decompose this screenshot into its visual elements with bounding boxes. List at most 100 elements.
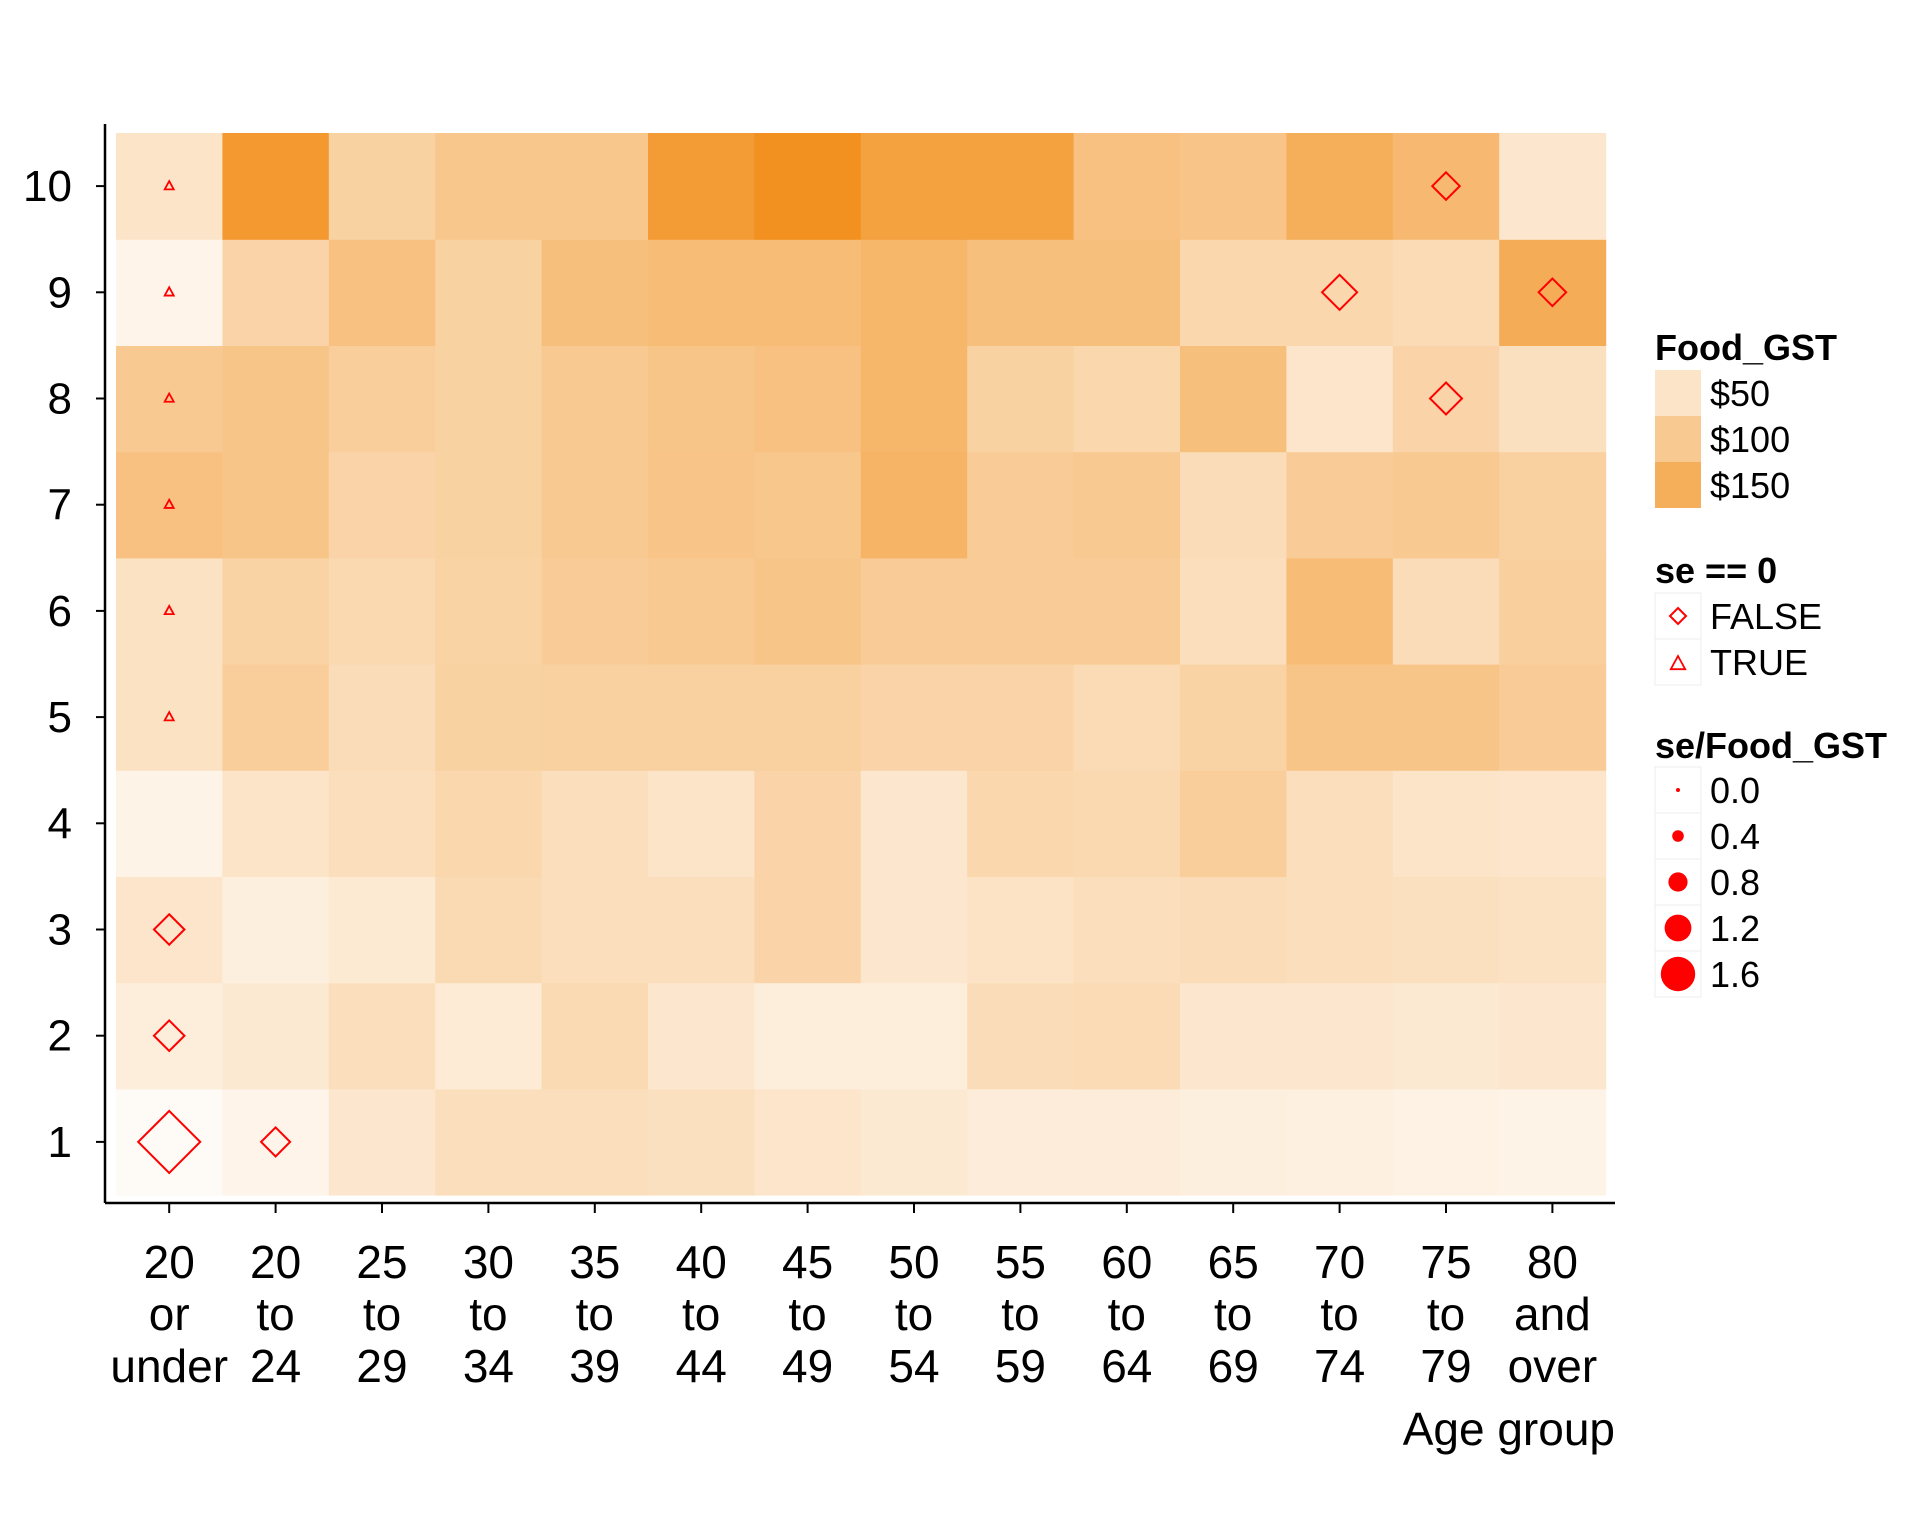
heatmap-cell bbox=[328, 239, 436, 346]
heatmap-cell bbox=[1180, 239, 1287, 346]
heatmap-cell bbox=[541, 133, 649, 240]
x-tick-label-line: 69 bbox=[1208, 1340, 1259, 1392]
x-tick-label: 55 to 59 bbox=[995, 1236, 1046, 1392]
heatmap-cell bbox=[116, 1088, 223, 1196]
heatmap-cell bbox=[435, 876, 543, 984]
heatmap-cell bbox=[435, 557, 543, 665]
heatmap-cell bbox=[116, 770, 223, 877]
diamond-marker bbox=[1430, 170, 1462, 202]
x-tick-label-line: to bbox=[256, 1288, 294, 1340]
legend-size-dot bbox=[1672, 830, 1684, 842]
legend-shape-title: se == 0 bbox=[1655, 550, 1777, 591]
x-tick-label-line: 39 bbox=[569, 1340, 620, 1392]
x-tick-label-line: 20 bbox=[144, 1236, 195, 1288]
y-tick-label: 1 bbox=[48, 1118, 72, 1167]
heatmap-cell bbox=[222, 876, 330, 984]
heatmap-cell bbox=[116, 876, 223, 984]
legend-fill-label: $150 bbox=[1710, 465, 1790, 506]
x-tick-label-line: to bbox=[1001, 1288, 1039, 1340]
heatmap-cell bbox=[328, 1088, 436, 1196]
legend-shape-keys: FALSE TRUE bbox=[1654, 592, 1822, 686]
diamond-marker bbox=[1428, 381, 1464, 416]
x-tick-label-line: 79 bbox=[1420, 1340, 1471, 1392]
x-tick-label-line: to bbox=[682, 1288, 720, 1340]
heatmap-cell bbox=[541, 451, 649, 559]
x-tick-label-line: or bbox=[149, 1288, 190, 1340]
x-tick-label-line: 65 bbox=[1208, 1236, 1259, 1288]
legend-size-dot bbox=[1664, 914, 1692, 942]
heatmap-cell bbox=[1180, 770, 1287, 877]
heatmap-cell bbox=[222, 664, 330, 771]
x-tick-label-line: to bbox=[576, 1288, 614, 1340]
y-tick-label: 3 bbox=[48, 906, 72, 955]
x-tick-label-line: to bbox=[1108, 1288, 1146, 1340]
x-tick-label-line: 70 bbox=[1314, 1236, 1365, 1288]
heatmap-cell bbox=[648, 770, 755, 877]
heatmap-cell bbox=[860, 239, 968, 346]
diamond-marker bbox=[259, 1125, 292, 1158]
diamond-marker bbox=[1320, 273, 1359, 312]
heatmap-cell bbox=[1180, 982, 1287, 1090]
legend-shape-label: FALSE bbox=[1710, 596, 1822, 637]
heatmap-cell bbox=[541, 239, 649, 346]
heatmap-cell bbox=[860, 557, 968, 665]
legend-size-label: 1.6 bbox=[1710, 954, 1760, 995]
triangle-marker bbox=[163, 285, 176, 297]
triangle-marker bbox=[163, 179, 176, 191]
heatmap-cell bbox=[222, 133, 330, 240]
legend: Food_GST $50 $100 $150 se == 0 FALSE TRUE s… bbox=[1654, 327, 1887, 998]
x-tick-label-line: 40 bbox=[676, 1236, 727, 1288]
heatmap-cell bbox=[1392, 451, 1500, 559]
x-tick-label-line: 49 bbox=[782, 1340, 833, 1392]
heatmap-cell bbox=[967, 451, 1075, 559]
x-tick-label-line: 24 bbox=[250, 1340, 301, 1392]
heatmap-cell bbox=[860, 1088, 968, 1196]
heatmap-cell bbox=[648, 239, 755, 346]
x-tick-label: 25 to 29 bbox=[356, 1236, 407, 1392]
legend-shape-label: TRUE bbox=[1710, 642, 1808, 683]
x-tick-label-line: 74 bbox=[1314, 1340, 1365, 1392]
heatmap-cell bbox=[860, 451, 968, 559]
heatmap-cell bbox=[860, 133, 968, 240]
heatmap-cell bbox=[328, 345, 436, 453]
point-markers bbox=[136, 170, 1568, 1175]
legend-size-label: 0.0 bbox=[1710, 770, 1760, 811]
legend-fill-swatch bbox=[1655, 416, 1701, 462]
triangle-marker bbox=[163, 497, 176, 509]
y-tick-label: 8 bbox=[48, 375, 72, 424]
y-tick-label: 9 bbox=[48, 268, 72, 317]
x-tick-label-line: 54 bbox=[888, 1340, 939, 1392]
x-tick-label-line: 25 bbox=[356, 1236, 407, 1288]
x-tick-label: 35 to 39 bbox=[569, 1236, 620, 1392]
heatmap-cell bbox=[222, 451, 330, 559]
heatmap-cell bbox=[116, 133, 223, 240]
x-tick-label-line: to bbox=[1320, 1288, 1358, 1340]
heatmap-cell bbox=[648, 557, 755, 665]
legend-fill-label: $50 bbox=[1710, 373, 1770, 414]
legend-shape-key bbox=[1654, 638, 1702, 686]
heatmap-cell bbox=[860, 345, 968, 453]
heatmap-cell bbox=[1392, 133, 1500, 240]
heatmap-cell bbox=[1499, 876, 1607, 984]
heatmap-cell bbox=[754, 664, 862, 771]
heatmap-cell bbox=[1073, 451, 1181, 559]
y-tick-label: 10 bbox=[23, 162, 72, 211]
x-axis-title: Age group bbox=[1403, 1403, 1615, 1455]
x-tick-label-line: 64 bbox=[1101, 1340, 1152, 1392]
x-tick-label-line: and bbox=[1514, 1288, 1591, 1340]
x-tick-label: 50 to 54 bbox=[888, 1236, 939, 1392]
heatmap-cell bbox=[967, 770, 1075, 877]
heatmap-cell bbox=[648, 345, 755, 453]
heatmap-cell bbox=[860, 770, 968, 877]
heatmap-cell bbox=[435, 664, 543, 771]
heatmap-cell bbox=[1499, 557, 1607, 665]
diamond-marker bbox=[152, 1019, 186, 1053]
heatmap-cell bbox=[1073, 133, 1181, 240]
x-tick-label-line: to bbox=[1214, 1288, 1252, 1340]
heatmap-cell bbox=[328, 982, 436, 1090]
heatmap-cell bbox=[328, 876, 436, 984]
legend-size-label: 0.8 bbox=[1710, 862, 1760, 903]
heatmap-cell bbox=[541, 664, 649, 771]
x-tick-label-line: 80 bbox=[1527, 1236, 1578, 1288]
heatmap-cell bbox=[754, 239, 862, 346]
